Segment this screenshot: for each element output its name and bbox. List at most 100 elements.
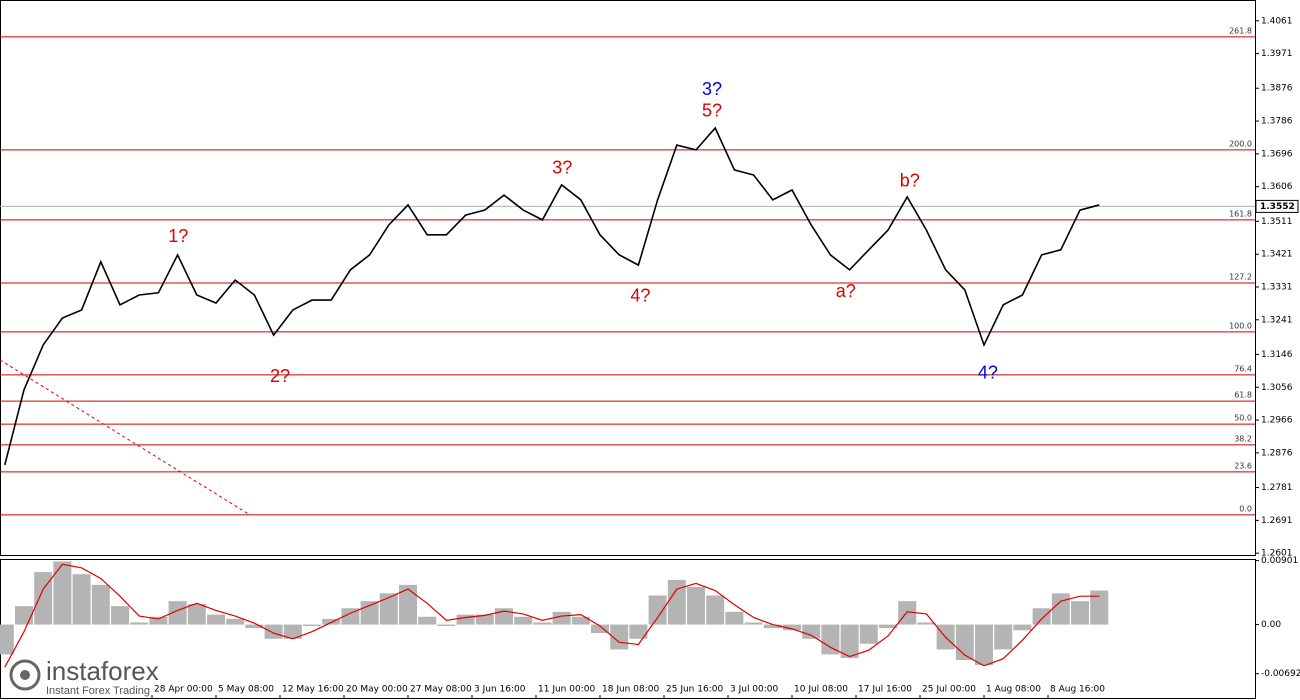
x-tick-label: 8 Aug 16:00 [1050,685,1105,695]
macd-bar [91,584,110,625]
fib-label: 127.2 [1229,272,1252,281]
macd-bar [667,579,686,625]
macd-bar [994,624,1013,650]
macd-bar [975,624,994,666]
macd-bar [207,614,226,625]
y-tick-label: 1.3876 [1261,84,1293,94]
x-tick-label: 10 Jul 08:00 [794,685,848,695]
price-frame [0,0,1256,556]
y-tick-label: 1.4061 [1261,16,1293,26]
macd-bar [0,624,14,655]
y-tick-label: 1.3146 [1261,350,1293,360]
x-tick-label: 11 Jun 00:00 [538,685,595,695]
fib-label: 23.6 [1234,461,1252,470]
x-tick-label: 20 May 00:00 [346,685,408,695]
macd-bar [53,561,72,625]
macd-bar [1071,601,1090,625]
x-tick-label: 25 Jun 16:00 [666,685,723,695]
y-tick-label: 1.3421 [1261,250,1293,260]
macd-bar [802,624,821,639]
fib-label: 38.2 [1234,434,1252,443]
y-tick-label: 1.3331 [1261,282,1293,292]
logo-core [20,670,30,680]
macd-bar [303,624,322,627]
fib-label: 0.0 [1239,504,1252,513]
macd-bar [341,608,360,625]
macd-bar [917,622,936,625]
wave-label: 5? [702,101,722,121]
macd-bar [763,624,782,629]
wave-label: b? [900,171,920,191]
x-tick-label: 1 Aug 08:00 [986,685,1041,695]
y-tick-label: 1.3971 [1261,49,1293,59]
x-tick-label: 25 Jul 00:00 [922,685,976,695]
wave-label: 3? [702,79,722,99]
wave-label: a? [836,281,856,301]
y-tick-label: -0.00692 [1261,669,1300,679]
logo [9,659,41,691]
y-tick-label: 1.3606 [1261,182,1293,192]
fib-label: 50.0 [1234,414,1252,423]
x-tick-label: 5 May 08:00 [218,685,274,695]
y-tick-label: 1.3786 [1261,117,1293,127]
tagline: Instant Forex Trading [46,685,150,697]
macd-bar [111,606,130,625]
macd-bar [821,624,840,655]
macd-bar [130,622,149,625]
macd-bar [1051,593,1070,625]
x-tick-label: 27 May 08:00 [410,685,472,695]
macd-bar [437,624,456,627]
price-line [4,126,1100,466]
signal-line [4,563,1100,668]
watermark: instaforex Instant Forex Trading [9,656,159,697]
y-tick-label: 1.3511 [1261,217,1293,227]
macd-bar [1032,608,1051,625]
macd-bar [360,601,379,625]
x-tick-label: 12 May 16:00 [282,685,344,695]
macd-bar [34,572,53,625]
brand: instaforex [46,656,159,686]
fib-label: 261.8 [1229,26,1252,35]
wave-label: 1? [168,226,188,246]
macd-bar [283,624,302,639]
trend-line [0,359,251,516]
macd-bar [725,611,744,625]
macd-bar [879,624,898,629]
macd-bar [1090,590,1109,625]
macd-bar [245,624,264,629]
macd-bar [72,574,91,625]
x-tick-label: 28 Apr 00:00 [154,685,213,695]
wave-label: 2? [270,366,290,386]
macd-bar [629,624,648,639]
wave-label: 4? [978,363,998,383]
y-tick-label: 1.3696 [1261,149,1293,159]
macd-bar [687,586,706,625]
fib-label: 161.8 [1229,209,1252,218]
macd-bar [187,604,206,625]
macd-bar [418,616,437,625]
fib-label: 100.0 [1229,321,1252,330]
y-tick-label: 1.3056 [1261,383,1293,393]
fib-label: 61.8 [1234,391,1252,400]
x-tick-label: 17 Jul 16:00 [858,685,912,695]
macd-bar [264,624,283,639]
x-tick-label: 18 Jun 08:00 [602,685,659,695]
macd-bar [1013,624,1032,631]
macd-bar [898,601,917,625]
macd-bar [475,614,494,625]
fib-label: 76.4 [1234,364,1252,373]
y-tick-label: 1.2876 [1261,448,1293,458]
x-tick-label: 3 Jun 16:00 [474,685,526,695]
macd-bar [840,624,859,658]
macd-bar [591,624,610,634]
macd-bar [783,624,802,631]
macd-bar [322,618,341,625]
y-tick-label: 1.2966 [1261,416,1293,426]
macd-bar [571,616,590,625]
macd-bar [514,616,533,625]
macd-bar [168,601,187,625]
macd-bar [456,614,475,625]
macd-bar [859,624,878,644]
